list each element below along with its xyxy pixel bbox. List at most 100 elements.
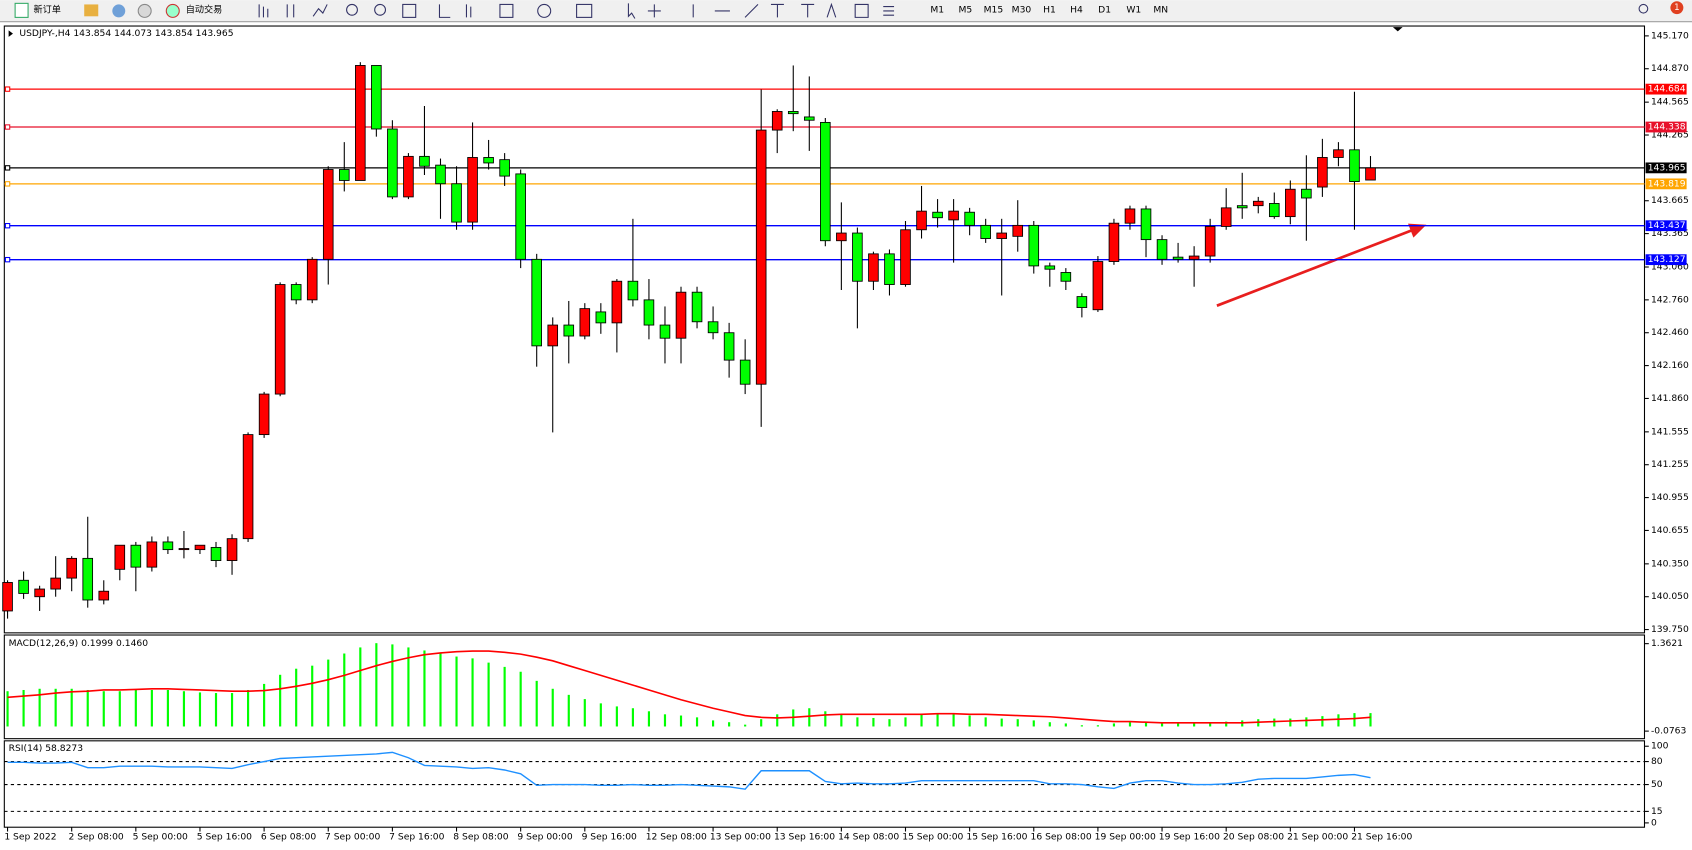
- macd-bar: [904, 717, 907, 727]
- candle: [547, 317, 559, 433]
- candle-body: [771, 111, 783, 131]
- macd-bar: [1144, 722, 1148, 727]
- y-tick-label: 80: [1651, 756, 1663, 767]
- candle: [98, 580, 110, 605]
- toolbar-icon[interactable]: [374, 3, 387, 16]
- toolbar-icon[interactable]: [499, 3, 514, 18]
- macd-bar: [551, 688, 554, 727]
- timeframe-button[interactable]: D1: [1098, 4, 1111, 15]
- toolbar-icon[interactable]: [112, 4, 126, 18]
- candle-body: [1076, 296, 1088, 308]
- macd-bar: [263, 683, 266, 727]
- candle: [1236, 172, 1248, 219]
- candle: [579, 303, 591, 340]
- candle-body: [820, 121, 831, 242]
- x-tick-label: 14 Sep 08:00: [838, 831, 899, 842]
- timeframe-button[interactable]: W1: [1126, 4, 1141, 15]
- search-icon[interactable]: [1638, 3, 1649, 14]
- toolbar-icon[interactable]: [84, 4, 99, 17]
- candle-body: [178, 548, 190, 551]
- candle: [980, 218, 991, 243]
- macd-bar: [1321, 716, 1324, 727]
- toolbar-icon[interactable]: [576, 3, 593, 18]
- arrow-shaft: [1216, 228, 1413, 307]
- macd-bar: [712, 720, 715, 727]
- auto-trading-icon[interactable]: [165, 3, 180, 18]
- toolbar-icon[interactable]: [286, 4, 295, 18]
- arrow-head: [1408, 223, 1427, 238]
- candle-body: [1252, 200, 1264, 207]
- candle-body: [210, 546, 222, 561]
- toolbar-icon[interactable]: [627, 2, 895, 19]
- candle: [996, 218, 1007, 296]
- macd-bar: [952, 714, 955, 727]
- y-tick-label: 141.860: [1651, 393, 1689, 404]
- candle: [1269, 192, 1280, 219]
- macd-bar: [1337, 714, 1340, 727]
- candle-body: [1044, 265, 1056, 270]
- candle-body: [643, 299, 655, 326]
- toolbar-icon[interactable]: [137, 3, 152, 18]
- candle: [338, 142, 350, 192]
- timeframe-button[interactable]: H4: [1070, 4, 1083, 15]
- timeframe-button[interactable]: M5: [958, 4, 972, 15]
- candle: [563, 300, 575, 364]
- candle: [723, 322, 735, 378]
- toolbar-icon[interactable]: [537, 3, 552, 18]
- toolbar-icon[interactable]: [312, 4, 328, 17]
- level-label: 143.819: [1648, 178, 1686, 189]
- candle-body: [419, 155, 430, 167]
- macd-bar: [214, 693, 218, 727]
- macd-bar: [936, 714, 939, 727]
- y-tick-label: 143.665: [1651, 195, 1689, 206]
- candle: [1060, 268, 1072, 291]
- candle: [1349, 91, 1360, 230]
- candle-body: [691, 291, 703, 323]
- y-tick-label: 139.750: [1651, 624, 1689, 635]
- auto-trading-button[interactable]: 自动交易: [186, 3, 223, 15]
- timeframe-button[interactable]: M30: [1012, 4, 1032, 15]
- macd-bar: [1289, 718, 1292, 727]
- candle: [852, 227, 863, 329]
- notification-badge[interactable]: [1670, 1, 1684, 15]
- timeframe-button[interactable]: M1: [930, 4, 944, 15]
- toolbar-icon[interactable]: [346, 3, 358, 16]
- candle: [274, 282, 286, 397]
- new-order-icon[interactable]: [14, 2, 29, 18]
- candle: [884, 249, 895, 296]
- toolbar-icons[interactable]: [258, 2, 895, 19]
- toolbar-icon[interactable]: [258, 4, 269, 18]
- y-tick-label: 140.050: [1651, 591, 1689, 602]
- timeframe-button[interactable]: MN: [1153, 4, 1168, 15]
- candle-body: [707, 321, 719, 334]
- candle: [1301, 155, 1312, 241]
- level-handle: [4, 86, 11, 92]
- chart-shift-marker[interactable]: [1392, 27, 1403, 32]
- x-tick-label: 13 Sep 16:00: [774, 831, 835, 842]
- timeframe-button[interactable]: H1: [1043, 4, 1056, 15]
- toolbar-icon[interactable]: [402, 3, 417, 18]
- x-tick-label: 9 Sep 00:00: [517, 831, 572, 842]
- candle: [627, 218, 639, 307]
- x-tick-label: 2 Sep 08:00: [68, 831, 123, 842]
- level-label-box: [1645, 254, 1687, 266]
- macd-bar: [391, 644, 394, 727]
- candle: [771, 109, 783, 154]
- y-tick-label: 140.655: [1651, 525, 1689, 536]
- level-label-box: [1645, 121, 1687, 133]
- timeframe-button[interactable]: M15: [984, 4, 1004, 15]
- toolbar-bg: [0, 0, 1692, 22]
- macd-bar: [1177, 723, 1180, 727]
- macd-bar: [872, 717, 875, 727]
- new-order-button[interactable]: 新订单: [33, 3, 60, 15]
- candle: [1012, 200, 1024, 252]
- macd-bar: [888, 719, 891, 727]
- macd-bar: [760, 719, 763, 727]
- macd-bar: [1064, 723, 1067, 727]
- candle-body: [435, 164, 446, 185]
- macd-bar: [198, 692, 202, 727]
- macd-bar: [1096, 725, 1099, 727]
- toolbar-icon[interactable]: [438, 4, 472, 18]
- macd-bar: [455, 656, 458, 727]
